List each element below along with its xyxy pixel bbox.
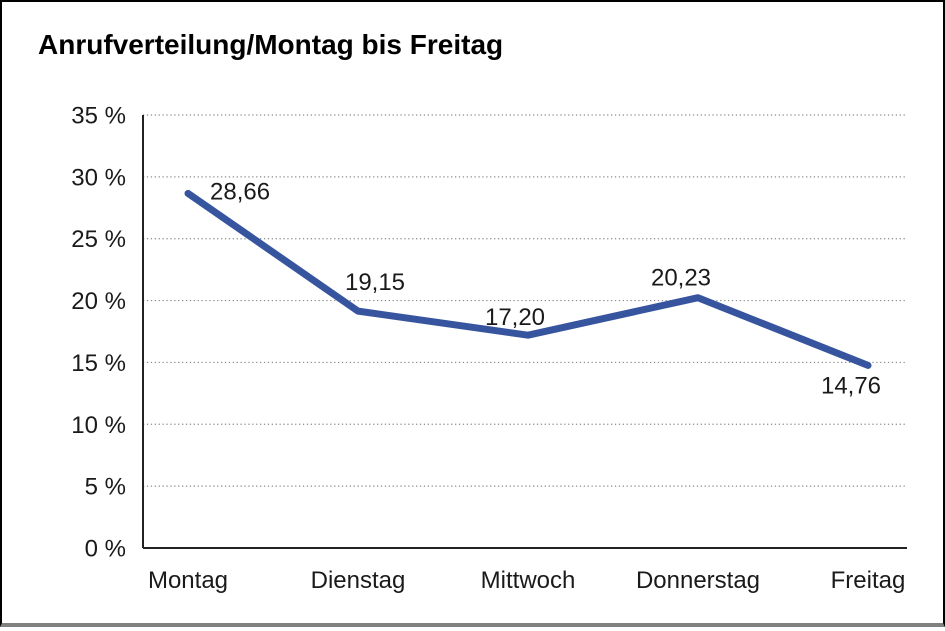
y-tick-label: 10 % xyxy=(71,412,126,439)
data-label: 14,76 xyxy=(821,372,881,399)
y-axis-tick-labels: 0 % 5 % 10 % 15 % 20 % 25 % 30 % 35 % xyxy=(71,103,126,563)
y-tick-label: 5 % xyxy=(85,474,126,501)
data-point-labels: 28,66 19,15 17,20 20,23 14,76 xyxy=(210,178,881,399)
y-tick-label: 25 % xyxy=(71,226,126,253)
y-tick-label: 0 % xyxy=(85,536,126,563)
y-tick-label: 35 % xyxy=(71,103,126,130)
data-label: 20,23 xyxy=(651,265,711,292)
series-line xyxy=(184,189,872,369)
x-category-label: Montag xyxy=(148,567,228,594)
series-polyline xyxy=(184,189,872,369)
x-axis-category-labels: Montag Dienstag Mittwoch Donnerstag Freitag xyxy=(148,567,905,594)
x-category-label: Donnerstag xyxy=(636,567,760,594)
data-label: 17,20 xyxy=(485,304,545,331)
data-label: 28,66 xyxy=(210,178,270,205)
gridlines xyxy=(143,114,907,487)
x-category-label: Freitag xyxy=(831,567,906,594)
y-tick-label: 15 % xyxy=(71,350,126,377)
x-category-label: Dienstag xyxy=(311,567,406,594)
chart-title: Anrufverteilung/Montag bis Freitag xyxy=(38,29,504,60)
data-label: 19,15 xyxy=(345,269,405,296)
y-tick-label: 30 % xyxy=(71,164,126,191)
y-tick-label: 20 % xyxy=(71,288,126,315)
x-category-label: Mittwoch xyxy=(481,567,576,594)
axes xyxy=(142,115,907,549)
